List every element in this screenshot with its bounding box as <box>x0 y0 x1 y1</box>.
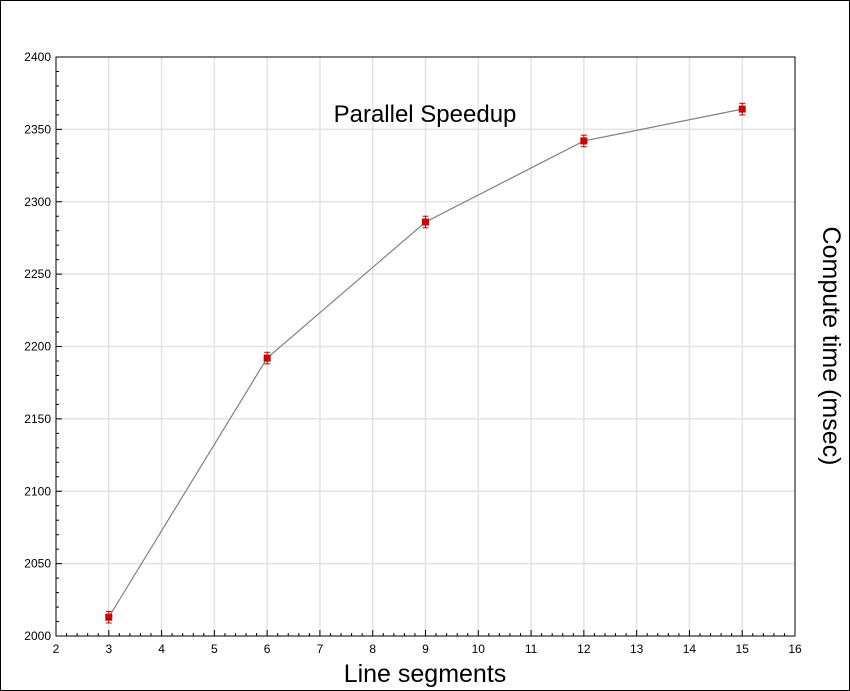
y-tick-label: 2000 <box>24 629 51 643</box>
y-axis-title: Compute time (msec) <box>817 227 845 466</box>
y-tick-label: 2200 <box>24 340 51 354</box>
x-tick-label: 6 <box>264 642 271 656</box>
x-tick-label: 12 <box>577 642 591 656</box>
x-tick-label: 15 <box>736 642 750 656</box>
x-axis-title: Line segments <box>344 660 507 688</box>
x-tick-label: 5 <box>211 642 218 656</box>
x-tick-labels: 2 3 4 5 6 7 8 9 10 11 12 13 14 15 16 <box>53 642 802 656</box>
series-group <box>105 102 746 624</box>
x-tick-label: 11 <box>525 642 538 656</box>
y-tick-label: 2150 <box>24 412 51 426</box>
chart-title: Parallel Speedup <box>334 101 517 128</box>
axis-ticks <box>55 56 796 637</box>
y-tick-label: 2350 <box>24 122 51 136</box>
x-tick-label: 10 <box>472 642 486 656</box>
data-point <box>580 137 588 145</box>
y-tick-label: 2400 <box>24 50 51 64</box>
x-tick-label: 2 <box>53 642 60 656</box>
grid <box>56 57 795 636</box>
x-tick-label: 7 <box>317 642 324 656</box>
x-tick-label: 3 <box>105 642 112 656</box>
data-point <box>422 218 429 226</box>
y-tick-label: 2250 <box>24 267 51 281</box>
x-tick-label: 13 <box>630 642 644 656</box>
x-tick-label: 14 <box>683 642 697 656</box>
data-point <box>105 613 113 621</box>
x-tick-label: 8 <box>369 642 376 656</box>
data-point <box>738 105 746 113</box>
y-tick-labels: 2000 2050 2100 2150 2200 2250 2300 2350 2400 <box>24 50 51 643</box>
x-tick-label: 9 <box>422 642 429 656</box>
y-tick-label: 2050 <box>24 557 51 571</box>
y-tick-label: 2100 <box>24 484 51 498</box>
data-point <box>263 354 271 362</box>
y-tick-label: 2300 <box>24 195 51 209</box>
x-tick-label: 4 <box>158 642 165 656</box>
x-tick-label: 16 <box>788 642 802 656</box>
